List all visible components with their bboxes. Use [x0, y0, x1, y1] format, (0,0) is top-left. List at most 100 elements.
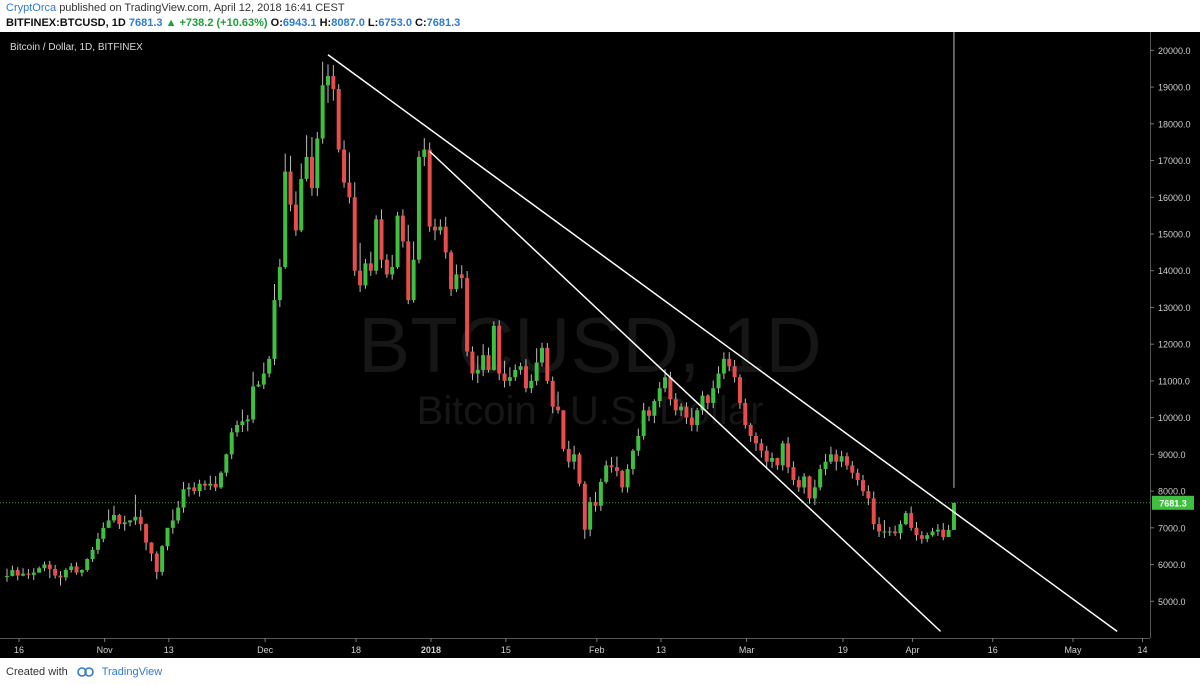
candle-body: [491, 325, 496, 370]
candle-body: [604, 465, 609, 482]
candle: [502, 360, 507, 388]
candle: [374, 215, 379, 275]
x-axis[interactable]: 16 Nov 13 Dec 18 2018 15 Feb 13 Mar 19 Apr 16 May 14: [0, 638, 1150, 655]
candle-body: [79, 570, 84, 573]
x-tick-label: 16: [988, 645, 998, 655]
candle-body: [861, 480, 865, 492]
candle: [186, 483, 191, 497]
chart-area[interactable]: BTCUSD, 1D Bitcoin / U.S. Dollar Bitcoin…: [0, 32, 1200, 658]
created-with: Created with TradingView: [6, 666, 162, 678]
candle-body: [941, 529, 946, 537]
x-tick-label: 13: [656, 645, 666, 655]
y-axis[interactable]: 5000.0 6000.0 7000.0 8000.0 9000.0 10000.0 110…: [1150, 32, 1200, 658]
candle-body: [823, 461, 828, 470]
candle-body: [759, 443, 764, 451]
candle-body: [192, 487, 197, 492]
candle: [459, 265, 464, 289]
candle-body: [53, 568, 58, 576]
candle: [764, 445, 769, 470]
candle-body: [566, 448, 571, 462]
candle-body: [721, 358, 726, 374]
candle-body: [657, 388, 662, 402]
candle-body: [529, 380, 534, 389]
candle: [705, 394, 710, 410]
publisher-link[interactable]: CryptOrca: [6, 2, 57, 14]
candle-body: [668, 377, 673, 400]
candle-body: [400, 215, 405, 242]
y-axis-panel: [1150, 32, 1200, 658]
candle: [90, 546, 95, 562]
candle-body: [470, 351, 475, 374]
y-tick-label: 6000.0: [1158, 560, 1186, 570]
trendlines[interactable]: [327, 54, 1118, 632]
candle: [31, 568, 36, 580]
candle: [871, 491, 876, 530]
candle-body: [133, 516, 138, 521]
candle: [122, 515, 127, 531]
x-tick-label: Nov: [97, 645, 114, 655]
candle-body: [834, 454, 839, 462]
candle-body: [855, 472, 860, 481]
candle: [112, 505, 116, 523]
candle-body: [63, 570, 68, 578]
candle: [224, 453, 229, 477]
candle: [465, 271, 470, 357]
candle-body: [866, 491, 871, 499]
candle-body: [909, 513, 914, 528]
candle: [192, 482, 197, 495]
candle-body: [946, 529, 951, 537]
candle-body: [229, 432, 234, 455]
y-tick-label: 7000.0: [1158, 523, 1186, 533]
candle-body: [299, 178, 304, 231]
candle-body: [582, 483, 587, 530]
candle: [689, 408, 694, 432]
candle-body: [449, 252, 454, 290]
candle: [684, 402, 689, 424]
candle-body: [181, 489, 186, 508]
candle: [5, 568, 9, 582]
candle-body: [930, 531, 935, 536]
candle-body: [331, 76, 336, 89]
candle-body: [684, 406, 689, 418]
candle-body: [540, 347, 544, 363]
last-price: 7681.3: [128, 17, 163, 29]
candle: [438, 219, 443, 235]
trendline[interactable]: [327, 54, 1118, 632]
candle: [786, 437, 791, 474]
candle: [26, 568, 31, 579]
candle-body: [47, 564, 52, 569]
candle: [235, 420, 240, 437]
candle-body: [877, 524, 882, 532]
candle: [679, 403, 684, 417]
candle-body: [283, 171, 288, 268]
price-chart[interactable]: BTCUSD, 1D Bitcoin / U.S. Dollar Bitcoin…: [0, 32, 1200, 658]
y-tick-label: 15000.0: [1158, 230, 1191, 240]
candle-body: [69, 566, 74, 571]
candle: [572, 445, 577, 470]
candle-body: [716, 373, 721, 389]
candle: [946, 524, 951, 537]
candle: [320, 61, 325, 144]
y-tick-label: 16000.0: [1158, 193, 1191, 203]
candle: [582, 481, 587, 539]
candle-body: [406, 241, 411, 301]
candle-body: [914, 527, 919, 536]
candle-body: [652, 401, 657, 416]
candle: [128, 520, 133, 527]
candle-body: [689, 417, 694, 425]
candle: [454, 264, 459, 293]
tradingview-link[interactable]: TradingView: [101, 666, 163, 678]
candle-body: [186, 487, 191, 490]
x-tick-label: 19: [838, 645, 848, 655]
candle-body: [903, 513, 908, 525]
candle-body: [935, 529, 940, 532]
publish-header: CryptOrca published on TradingView.com, …: [0, 0, 1200, 32]
candle-body: [443, 226, 448, 253]
candle: [930, 527, 935, 537]
candle-body: [925, 535, 930, 539]
trendline[interactable]: [429, 150, 942, 632]
y-tick-label: 10000.0: [1158, 413, 1191, 423]
y-tick-label: 5000.0: [1158, 597, 1186, 607]
candle-body: [556, 406, 561, 411]
candle: [176, 501, 181, 524]
